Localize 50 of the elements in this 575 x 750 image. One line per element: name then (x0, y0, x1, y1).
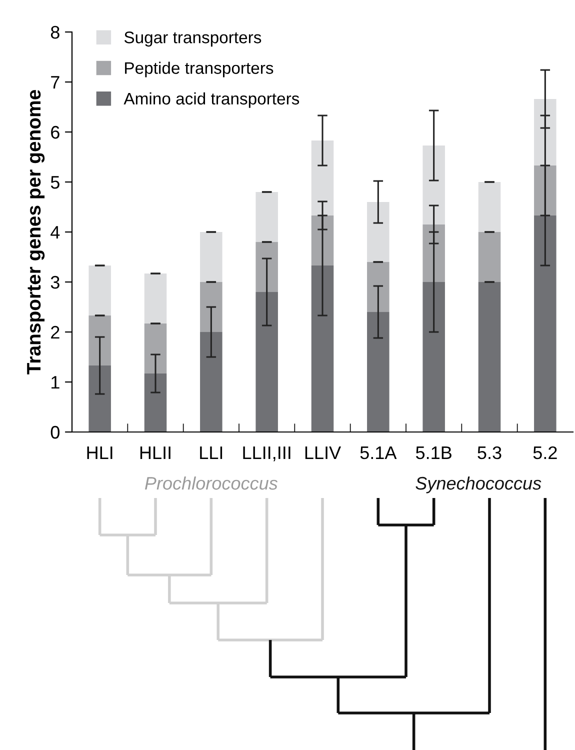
y-tick-label: 3 (50, 276, 60, 289)
bar (534, 216, 556, 432)
y-tick-label: 5 (50, 176, 60, 189)
x-tick-label: 5.1B (416, 446, 452, 460)
bar (478, 282, 501, 432)
bar (422, 224, 445, 282)
legend-label: Sugar transporters (124, 32, 262, 47)
x-tick-label: 5.1A (360, 446, 397, 460)
bar (200, 332, 222, 432)
x-tick-label: HLII (140, 446, 170, 459)
y-tick-label: 1 (52, 376, 60, 389)
bar (422, 282, 445, 432)
x-tick-label: LLI (200, 446, 222, 459)
bar (88, 366, 111, 432)
x-tick-label: HLI (87, 446, 112, 459)
legend-label: Peptide transporters (125, 62, 274, 78)
x-tick-label: 5.2 (533, 446, 557, 460)
y-tick-label: 7 (51, 76, 60, 89)
x-tick-label: 5.3 (478, 446, 502, 460)
bar (311, 266, 334, 432)
x-tick-label: LLIV (305, 446, 341, 459)
bar (478, 182, 501, 232)
bar (144, 274, 167, 324)
bar (367, 202, 390, 262)
y-tick-label: 4 (50, 226, 60, 239)
y-tick-label: 0 (50, 426, 60, 439)
legend-label: Amino acid transporters (124, 92, 300, 108)
bar (367, 312, 390, 432)
bar (144, 324, 167, 374)
bar (88, 266, 111, 316)
bar (256, 192, 278, 242)
bar (534, 99, 556, 166)
bar (200, 282, 222, 332)
bar (256, 292, 278, 432)
y-tick-label: 6 (51, 126, 60, 139)
bar (478, 232, 501, 282)
bar (534, 166, 556, 216)
bar (311, 140, 334, 216)
y-tick-label: 2 (51, 326, 60, 339)
bar (144, 374, 167, 432)
x-tick-label: LLII,III (243, 446, 290, 462)
text: Prochlorococcus (144, 476, 278, 490)
y-tick-label: 8 (50, 26, 60, 39)
bar (367, 262, 390, 312)
bar (256, 242, 278, 292)
text: Synechococcus (416, 476, 542, 494)
bar (88, 316, 111, 366)
bar (200, 232, 222, 282)
y-axis-title: Transporter genes per genome (27, 90, 45, 374)
bar (422, 146, 445, 224)
